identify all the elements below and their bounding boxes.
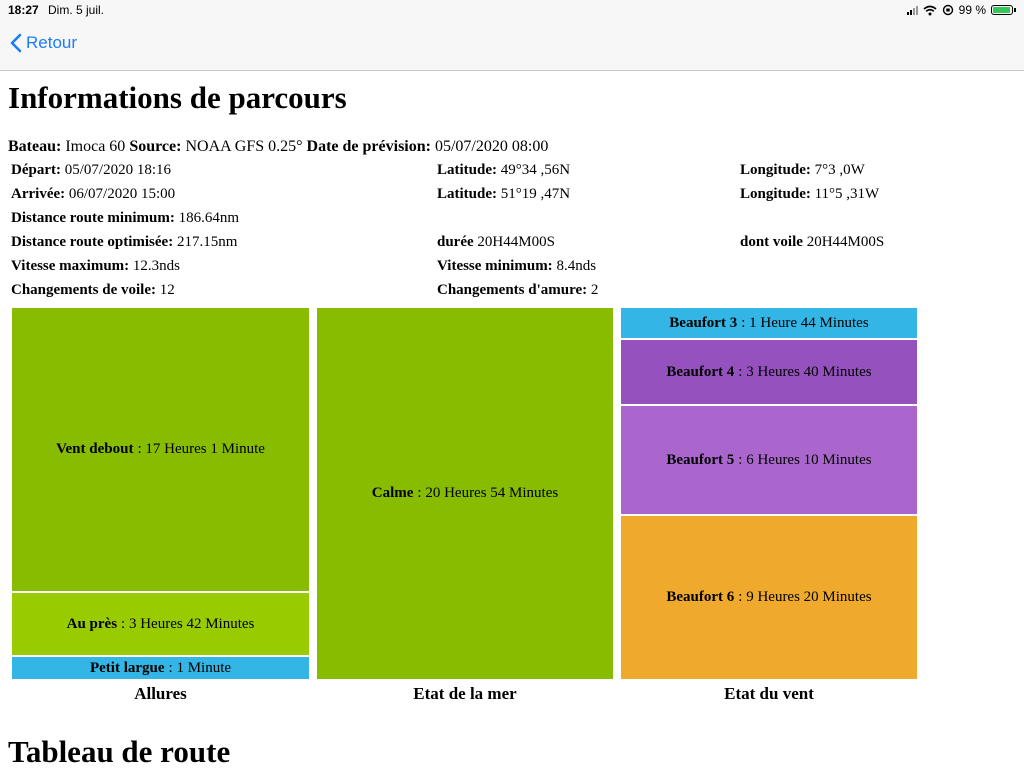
cellular-signal-icon [906,5,918,15]
allures-caption: Allures [134,684,187,703]
wind-state-cell-name: Beaufort 3 [669,314,738,331]
sail-changes-info: Changements de voile: 12 [11,282,175,299]
depart-value: 05/07/2020 18:16 [64,162,171,178]
optimized-distance-label: Distance route optimisée: [11,234,174,250]
min-distance-value: 186.64nm [178,210,240,226]
wind-state-cell-duration: : 9 Heures 20 Minutes [738,588,872,605]
status-date: Dim. 5 juil. [48,3,105,17]
sea-state-caption: Etat de la mer [413,684,517,703]
depart-latitude-value: 49°34 ,56N [500,162,571,178]
arrival-value: 06/07/2020 15:00 [68,186,176,202]
allures-treemap: Vent debout: 17 Heures 1 Minute Au près: … [12,308,309,679]
sail-duration-label: dont voile [740,234,803,250]
allure-cell: Petit largue: 1 Minute [12,657,309,679]
arrival-latitude-value: 51°19 ,47N [500,186,571,202]
boat-label: Bateau: [8,138,62,155]
allure-cell-name: Vent debout [56,441,134,458]
wifi-icon [923,5,937,15]
arrival-longitude-label: Longitude: [740,186,811,202]
wind-state-cell-name: Beaufort 6 [666,588,735,605]
wind-state-cell: Beaufort 4: 3 Heures 40 Minutes [621,340,917,405]
wind-state-cell: Beaufort 6: 9 Heures 20 Minutes [621,516,917,679]
arrival-longitude-value: 11°5 ,31W [814,186,880,202]
route-table-title: Tableau de route [8,734,231,769]
depart-latitude-label: Latitude: [437,162,497,178]
tack-changes-label: Changements d'amure: [437,282,588,298]
battery-percentage: 99 % [958,3,986,17]
optimized-distance-info: Distance route optimisée: 217.15nm [11,234,237,251]
wind-state-cell-duration: : 1 Heure 44 Minutes [741,314,869,331]
sail-duration-info: dont voile 20H44M00S [740,234,884,251]
wind-state-caption: Etat du vent [724,684,814,703]
sea-state-cell-duration: : 20 Heures 54 Minutes [417,485,559,501]
wind-state-cell-duration: : 3 Heures 40 Minutes [738,363,872,380]
depart-label: Départ: [11,162,61,178]
forecast-date-label: Date de prévision: [306,138,431,155]
wind-state-cell-duration: : 6 Heures 10 Minutes [738,451,872,468]
status-indicators: 99 % [906,3,1016,17]
navigation-bar: Retour [0,20,1024,71]
min-distance-info: Distance route minimum: 186.64nm [11,210,239,227]
sea-state-cell-name: Calme [371,485,414,501]
tack-changes-value: 2 [590,282,599,298]
sail-changes-value: 12 [159,282,175,298]
arrival-label: Arrivée: [11,186,66,202]
battery-icon [991,5,1013,15]
allure-cell-name: Petit largue [89,659,165,676]
depart-longitude-value: 7°3 ,0W [814,162,865,178]
optimized-distance-value: 217.15nm [176,234,238,250]
arrival-latitude-label: Latitude: [437,186,497,202]
status-time: 18:27 [8,3,39,17]
source-value: NOAA GFS 0.25° [185,138,303,155]
allure-cell: Au près: 3 Heures 42 Minutes [12,593,309,655]
min-speed-label: Vitesse minimum: [437,258,553,274]
allure-cell-duration: : 3 Heures 42 Minutes [121,615,255,632]
boat-value: Imoca 60 [65,138,126,155]
wind-state-cell: Beaufort 3: 1 Heure 44 Minutes [621,308,917,339]
chevron-left-icon [10,33,22,53]
back-button-label: Retour [26,33,78,52]
boat-info-line: Bateau: Imoca 60 Source: NOAA GFS 0.25° … [8,138,548,156]
wind-state-treemap: Beaufort 3: 1 Heure 44 Minutes Beaufort 4… [621,308,917,679]
arrival-info: Arrivée: 06/07/2020 15:00 [11,186,175,203]
wind-state-cell-name: Beaufort 4 [666,363,735,380]
min-speed-value: 8.4nds [556,258,597,274]
arrival-latitude: Latitude: 51°19 ,47N [437,186,570,203]
allure-cell-duration: : 1 Minute [168,659,232,676]
source-label: Source: [129,138,182,155]
max-speed-info: Vitesse maximum: 12.3nds [11,258,180,275]
sail-changes-label: Changements de voile: [11,282,156,298]
depart-latitude: Latitude: 49°34 ,56N [437,162,570,179]
allure-cell-name: Au près [66,615,118,632]
status-bar: 18:27 Dim. 5 juil. 99 % [0,0,1024,20]
allure-cell: Vent debout: 17 Heures 1 Minute [12,308,309,592]
depart-info: Départ: 05/07/2020 18:16 [11,162,171,179]
battery-cap [1014,8,1016,12]
duration-label: durée [437,234,474,250]
sail-duration-value: 20H44M00S [806,234,885,250]
max-speed-value: 12.3nds [132,258,181,274]
tack-changes-info: Changements d'amure: 2 [437,282,598,299]
depart-longitude: Longitude: 7°3 ,0W [740,162,865,179]
wind-state-cell: Beaufort 5: 6 Heures 10 Minutes [621,406,917,514]
duration-value: 20H44M00S [477,234,555,250]
min-distance-label: Distance route minimum: [11,210,175,226]
duration-info: durée 20H44M00S [437,234,555,251]
forecast-date-value: 05/07/2020 08:00 [434,138,549,155]
depart-longitude-label: Longitude: [740,162,811,178]
sea-state-treemap: Calme: 20 Heures 54 Minutes [317,308,613,679]
arrival-longitude: Longitude: 11°5 ,31W [740,186,879,203]
orientation-lock-icon [942,4,953,16]
allure-cell-duration: : 17 Heures 1 Minute [137,441,265,458]
page-title: Informations de parcours [8,80,347,115]
sea-state-cell: Calme: 20 Heures 54 Minutes [317,308,613,679]
back-button[interactable]: Retour [10,33,77,53]
wind-state-cell-name: Beaufort 5 [666,451,735,468]
min-speed-info: Vitesse minimum: 8.4nds [437,258,596,275]
max-speed-label: Vitesse maximum: [11,258,130,274]
